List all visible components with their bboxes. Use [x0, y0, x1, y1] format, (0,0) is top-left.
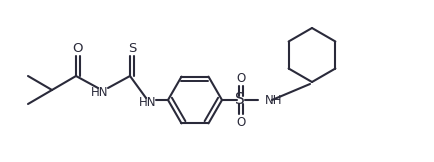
Text: HN: HN: [91, 86, 108, 98]
Text: HN: HN: [139, 96, 156, 109]
Text: NH: NH: [264, 93, 282, 106]
Text: S: S: [235, 93, 244, 108]
Text: O: O: [236, 116, 245, 128]
Text: O: O: [72, 42, 83, 56]
Text: S: S: [128, 42, 136, 56]
Text: O: O: [236, 71, 245, 85]
